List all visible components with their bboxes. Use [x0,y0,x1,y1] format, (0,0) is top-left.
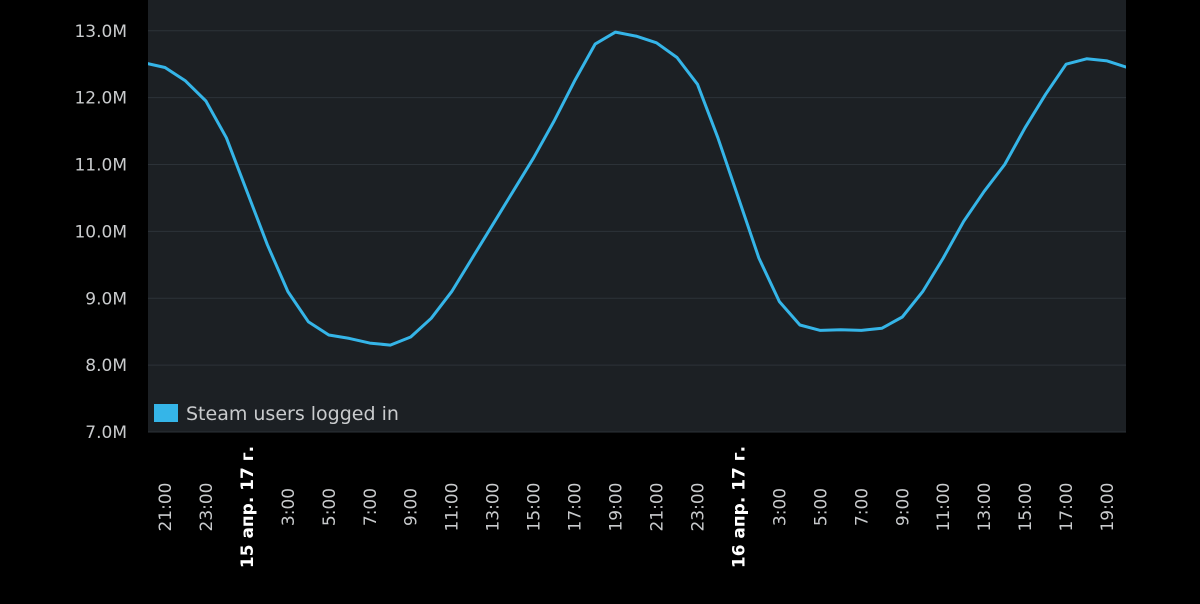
x-tick-label: 15:00 [1016,483,1036,532]
labels: 7.0M 8.0M 9.0M 10.0M 11.0M 12.0M 13.0M 21:00 23:… [74,22,1118,568]
y-tick-label: 11.0M [74,156,127,176]
y-tick-label: 10.0M [74,222,127,242]
x-tick-label: 17:00 [566,483,586,532]
x-tick-label: 19:00 [1098,483,1118,532]
x-tick-label: 15:00 [525,483,545,532]
x-tick-label: 7:00 [361,488,381,526]
x-tick-label: 13:00 [975,482,995,531]
x-tick-label: 21:00 [648,483,668,532]
legend-label: Steam users logged in [186,403,399,425]
y-tick-label: 8.0M [85,356,127,376]
x-tick-label: 7:00 [852,488,872,526]
x-tick-label: 3:00 [279,488,299,526]
x-tick-label: 19:00 [607,483,627,532]
x-tick-label: 9:00 [402,488,422,526]
plot [148,30,1126,347]
y-tick-label: 7.0M [85,423,127,443]
x-tick-label: 11:00 [934,483,954,532]
x-tick-label: 13:00 [484,483,504,532]
x-tick-label: 17:00 [1057,483,1077,532]
grid [148,30,1126,433]
plot-area [148,0,1126,432]
x-tick-label: 23:00 [688,483,708,532]
y-tick-label: 13.0M [74,22,127,42]
x-tick-label: 3:00 [770,488,790,526]
legend-swatch [154,404,178,422]
x-tick-label: 5:00 [811,488,831,526]
x-tick-label: 23:00 [197,483,217,532]
series-line [148,30,1126,347]
y-tick-label: 12.0M [74,89,127,109]
x-tick-label: 11:00 [443,483,463,532]
x-tick-label: 21:00 [156,483,176,532]
y-tick-label: 9.0M [85,289,127,309]
x-tick-label: 5:00 [320,488,340,526]
x-tick-label: 15 апр. 17 г. [238,446,258,568]
x-tick-label: 16 апр. 17 г. [729,446,749,568]
x-tick-label: 9:00 [893,488,913,526]
